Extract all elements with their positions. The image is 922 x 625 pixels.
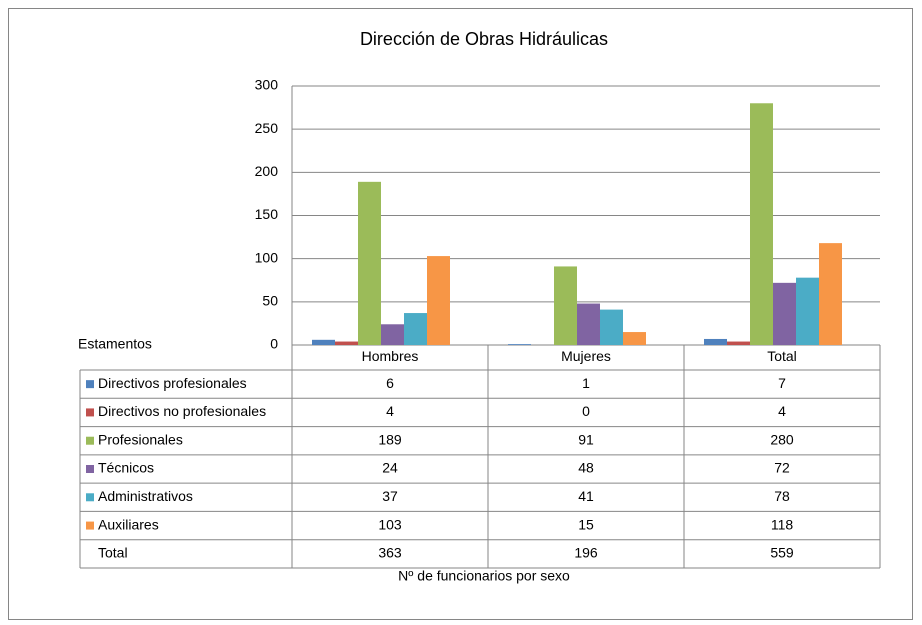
table-cell: 7 [778, 375, 786, 391]
y-tick-label: 0 [270, 336, 278, 352]
bar [554, 266, 577, 345]
legend-label: Directivos profesionales [98, 375, 247, 391]
legend-swatch [86, 465, 94, 473]
x-tick-label: Total [767, 348, 797, 364]
bar [727, 341, 750, 345]
y-tick-label: 250 [255, 120, 279, 136]
table-cell: 41 [578, 488, 594, 504]
table-cell: 6 [386, 375, 394, 391]
bar [577, 303, 600, 345]
bar [508, 344, 531, 345]
y-tick-label: 150 [255, 206, 279, 222]
bar [750, 103, 773, 346]
legend-label: Directivos no profesionales [98, 403, 266, 419]
table-cell: 78 [774, 488, 790, 504]
table-cell: 15 [578, 516, 594, 532]
y-tick-label: 50 [262, 293, 278, 309]
bar [819, 243, 842, 345]
table-cell: 4 [386, 403, 394, 419]
x-tick-label: Hombres [362, 348, 419, 364]
y-tick-label: 300 [255, 77, 279, 93]
table-cell: 118 [771, 516, 794, 532]
table-total-cell: 559 [770, 545, 794, 561]
table-cell: 24 [382, 460, 398, 476]
legend-swatch [86, 493, 94, 502]
legend-label: Administrativos [98, 488, 193, 504]
bar [404, 313, 427, 345]
legend-swatch [86, 408, 94, 417]
bar [796, 277, 819, 345]
bar [623, 332, 646, 345]
legend-label: Técnicos [98, 460, 154, 476]
table-total-label: Total [98, 545, 128, 561]
table-cell: 37 [382, 488, 398, 504]
legend-swatch [86, 436, 94, 445]
table-cell: 1 [582, 375, 590, 391]
bar [773, 282, 796, 345]
bar [335, 341, 358, 345]
bar [704, 338, 727, 345]
legend-swatch [86, 521, 94, 530]
legend-label: Profesionales [98, 431, 183, 447]
bar [600, 309, 623, 345]
legend-swatch [86, 380, 94, 389]
bar [381, 324, 404, 345]
bar [312, 339, 335, 345]
bar [427, 256, 450, 345]
y-tick-label: 100 [255, 249, 279, 265]
y-tick-label: 200 [255, 163, 279, 179]
table-total-cell: 196 [574, 545, 598, 561]
table-cell: 0 [582, 403, 590, 419]
table-cell: 72 [774, 460, 790, 476]
table-cell: 91 [578, 431, 594, 447]
x-tick-label: Mujeres [561, 348, 611, 364]
bar [358, 181, 381, 345]
table-cell: 280 [770, 431, 794, 447]
chart-title: Dirección de Obras Hidráulicas [360, 29, 608, 49]
table-cell: 103 [378, 516, 402, 532]
table-cell: 4 [778, 403, 786, 419]
table-header: Estamentos [78, 336, 152, 352]
legend-label: Auxiliares [98, 516, 159, 532]
table-total-cell: 363 [378, 545, 402, 561]
x-axis-title: Nº de funcionarios por sexo [398, 568, 570, 584]
table-cell: 189 [378, 431, 402, 447]
table-cell: 48 [578, 460, 594, 476]
